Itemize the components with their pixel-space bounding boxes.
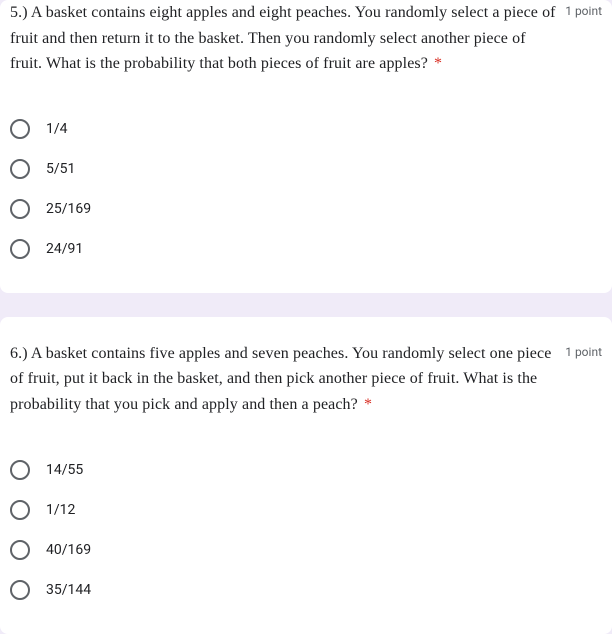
option-label: 1/4: [46, 121, 68, 137]
question-number: 5.): [10, 4, 28, 21]
radio-option[interactable]: 24/91: [10, 229, 602, 269]
card-divider: [0, 305, 612, 317]
radio-option[interactable]: 14/55: [10, 450, 602, 490]
required-marker: *: [434, 55, 442, 72]
radio-icon: [10, 159, 30, 179]
question-text: 5.) A basket contains eight apples and e…: [10, 0, 557, 77]
radio-icon: [10, 239, 30, 259]
points-label: 1 point: [565, 0, 602, 18]
radio-icon: [10, 199, 30, 219]
question-header: 6.) A basket contains five apples and se…: [10, 341, 602, 418]
radio-icon: [10, 500, 30, 520]
radio-option[interactable]: 40/169: [10, 530, 602, 570]
radio-icon: [10, 540, 30, 560]
question-card-5: 5.) A basket contains eight apples and e…: [0, 0, 612, 293]
option-label: 5/51: [46, 161, 75, 177]
option-label: 25/169: [46, 201, 91, 217]
question-text: 6.) A basket contains five apples and se…: [10, 341, 557, 418]
points-label: 1 point: [565, 341, 602, 359]
option-label: 14/55: [46, 462, 83, 478]
question-body: A basket contains eight apples and eight…: [10, 4, 556, 72]
question-header: 5.) A basket contains eight apples and e…: [10, 0, 602, 77]
radio-option[interactable]: 1/4: [10, 109, 602, 149]
radio-icon: [10, 580, 30, 600]
question-number: 6.): [10, 345, 28, 362]
radio-option[interactable]: 35/144: [10, 570, 602, 610]
option-label: 35/144: [46, 582, 91, 598]
radio-icon: [10, 460, 30, 480]
radio-option[interactable]: 5/51: [10, 149, 602, 189]
question-card-6: 6.) A basket contains five apples and se…: [0, 317, 612, 634]
required-marker: *: [364, 396, 372, 413]
radio-icon: [10, 119, 30, 139]
option-label: 1/12: [46, 502, 75, 518]
option-label: 40/169: [46, 542, 91, 558]
radio-option[interactable]: 25/169: [10, 189, 602, 229]
radio-option[interactable]: 1/12: [10, 490, 602, 530]
option-label: 24/91: [46, 241, 83, 257]
question-body: A basket contains five apples and seven …: [10, 345, 551, 413]
